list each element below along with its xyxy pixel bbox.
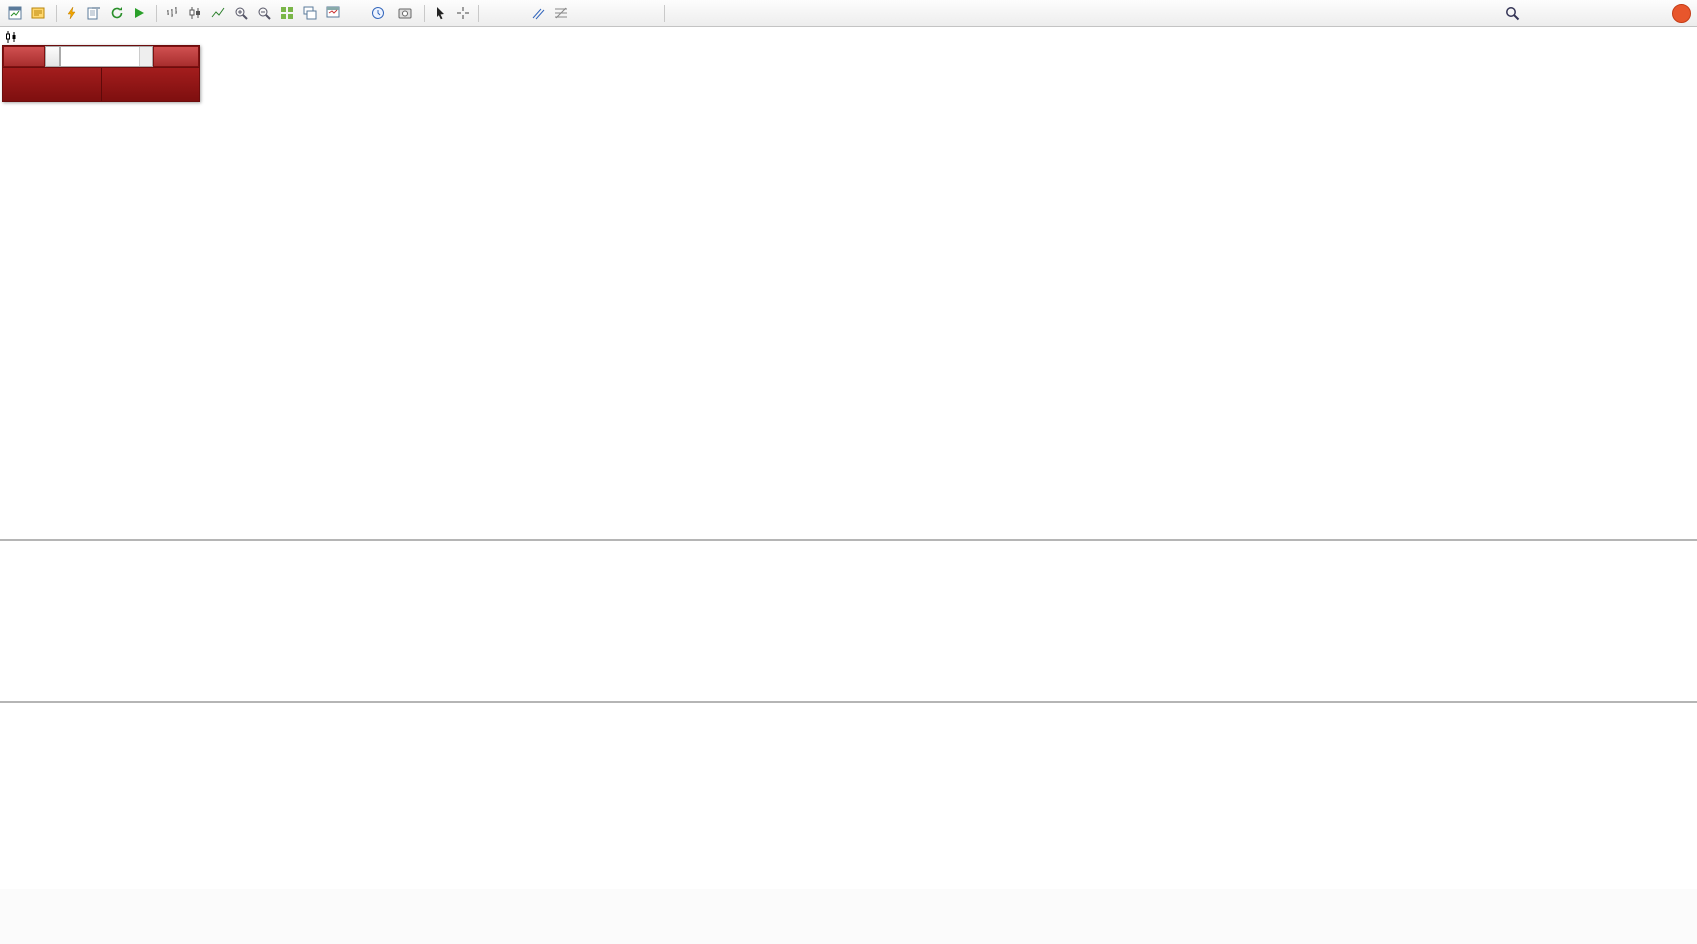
quick-action-button[interactable]: [61, 3, 82, 24]
new-chart-button[interactable]: [345, 3, 366, 24]
main-chart-panel[interactable]: [0, 27, 1697, 539]
chart-window-icon: [8, 6, 22, 20]
zoom-in-button[interactable]: [230, 3, 252, 24]
profiles-icon: [87, 6, 101, 20]
period-button[interactable]: [367, 3, 393, 24]
new-order-button[interactable]: [27, 3, 52, 24]
lightning-icon: [66, 6, 78, 20]
volume-up-button[interactable]: [140, 47, 152, 57]
sell-price[interactable]: [3, 68, 102, 101]
new-order-icon: [31, 6, 45, 20]
candlestick-chart-button[interactable]: [184, 3, 206, 24]
chart-header: [5, 31, 27, 43]
separator: [664, 4, 665, 22]
tile-windows-icon: [280, 6, 294, 20]
cascade-windows-button[interactable]: [299, 3, 321, 24]
channel-icon: [531, 6, 545, 20]
text-tool-button[interactable]: [573, 3, 594, 24]
rsi-chart[interactable]: [0, 703, 1697, 863]
shapes-button[interactable]: [617, 3, 638, 24]
zoom-out-button[interactable]: [253, 3, 275, 24]
main-chart[interactable]: [0, 27, 1697, 539]
tile-windows-button[interactable]: [276, 3, 298, 24]
label-tool-button[interactable]: [595, 3, 616, 24]
search-icon: [1505, 6, 1520, 21]
chart-window-button[interactable]: [4, 3, 26, 24]
candlestick-chart-icon: [188, 6, 202, 20]
separator: [424, 4, 425, 22]
macd-panel[interactable]: [0, 541, 1697, 701]
toolbar: [0, 0, 1697, 27]
volume-field: [60, 46, 153, 67]
search-button[interactable]: [1501, 3, 1524, 24]
bottom-filler: [0, 889, 1697, 944]
order-options-dropdown[interactable]: [45, 46, 60, 67]
trendline-button[interactable]: [505, 3, 526, 24]
bar-chart-icon: [165, 6, 179, 20]
arrange-windows-icon: [326, 6, 340, 20]
line-chart-icon: [211, 6, 225, 20]
camera-icon: [398, 6, 412, 20]
separator: [156, 4, 157, 22]
rsi-panel[interactable]: [0, 703, 1697, 863]
cursor-icon: [433, 6, 447, 20]
auto-trading-button[interactable]: [129, 3, 152, 24]
snapshot-button[interactable]: [394, 3, 420, 24]
macd-chart[interactable]: [0, 541, 1697, 701]
volume-down-button[interactable]: [140, 56, 152, 66]
separator: [478, 4, 479, 22]
cursor-button[interactable]: [429, 3, 451, 24]
profiles-button[interactable]: [83, 3, 105, 24]
play-icon: [133, 7, 145, 19]
arrange-windows-button[interactable]: [322, 3, 344, 24]
toolbar-right: [1501, 3, 1693, 24]
line-chart-button[interactable]: [207, 3, 229, 24]
volume-input[interactable]: [61, 47, 139, 66]
zoom-in-icon: [234, 6, 248, 20]
one-click-trading-panel: [2, 45, 200, 102]
channel-button[interactable]: [527, 3, 549, 24]
fibonacci-button[interactable]: [550, 3, 572, 24]
fibonacci-icon: [554, 6, 568, 20]
refresh-icon: [110, 6, 124, 20]
panel-splitter[interactable]: [0, 701, 1697, 703]
notification-badge[interactable]: [1672, 3, 1691, 23]
separator: [56, 4, 57, 22]
buy-button[interactable]: [153, 46, 199, 67]
time-axis[interactable]: [0, 863, 1697, 889]
bar-chart-button[interactable]: [161, 3, 183, 24]
horizontal-line-button[interactable]: [483, 3, 504, 24]
candlestick-mini-icon: [5, 31, 17, 43]
refresh-button[interactable]: [106, 3, 128, 24]
panel-splitter[interactable]: [0, 539, 1697, 541]
zoom-out-icon: [257, 6, 271, 20]
indicators-button[interactable]: [639, 3, 660, 24]
buy-price[interactable]: [101, 68, 199, 101]
crosshair-icon: [456, 6, 470, 20]
cascade-windows-icon: [303, 6, 317, 20]
clock-icon: [371, 6, 385, 20]
crosshair-button[interactable]: [452, 3, 474, 24]
sell-button[interactable]: [3, 46, 45, 67]
volume-spinner: [139, 47, 152, 66]
